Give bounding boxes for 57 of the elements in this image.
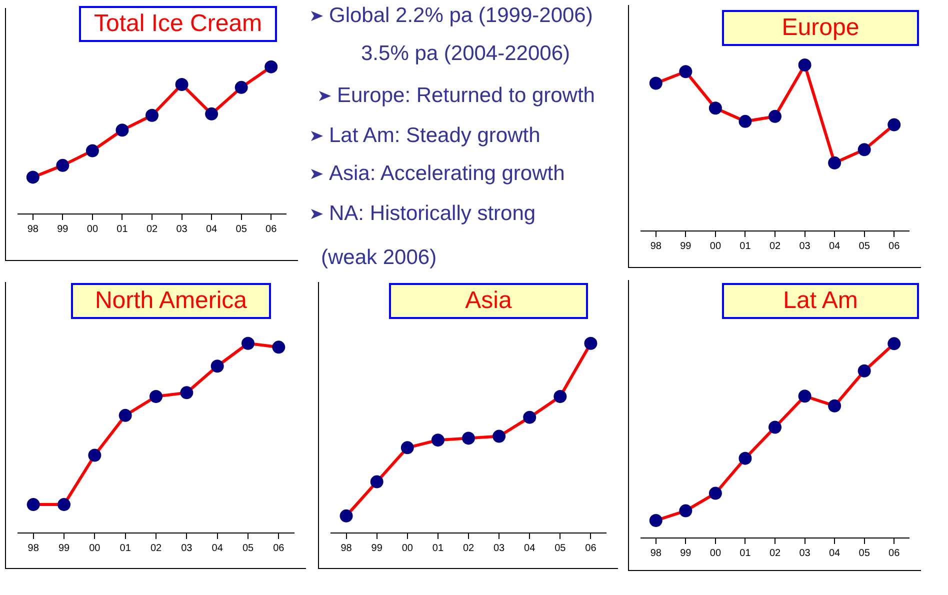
x-tick-label: 01 — [116, 224, 128, 235]
x-tick-label: 03 — [799, 548, 811, 559]
x-tick-label: 05 — [858, 240, 870, 252]
x-tick-label: 02 — [150, 542, 162, 554]
x-tick-label: 04 — [828, 240, 841, 252]
x-tick-label: 98 — [650, 548, 662, 559]
x-tick-label: 05 — [554, 542, 566, 554]
x-tick-label: 06 — [266, 224, 278, 235]
x-tick-label: 04 — [828, 548, 841, 559]
chart-title: Lat Am — [722, 283, 919, 319]
x-tick-label: 04 — [524, 542, 536, 554]
x-tick-label: 03 — [176, 224, 188, 235]
x-tick-label: 98 — [27, 224, 39, 235]
x-tick-label: 01 — [740, 548, 752, 559]
chart-title: Total Ice Cream — [79, 6, 277, 42]
x-tick-label: 06 — [585, 542, 597, 554]
text: Europe: Returned to growth — [337, 84, 595, 107]
x-tick-label: 03 — [799, 240, 811, 252]
text: (weak 2006) — [321, 246, 437, 269]
chart-title: Asia — [389, 283, 588, 319]
x-tick-label: 99 — [57, 224, 69, 235]
x-tick-label: 01 — [740, 240, 752, 252]
x-tick-label: 98 — [28, 542, 40, 554]
x-tick-label: 02 — [769, 548, 781, 559]
x-tick-label: 06 — [888, 548, 900, 559]
text: NA: Historically strong — [329, 202, 536, 225]
x-tick-label: 00 — [86, 224, 98, 235]
x-tick-label: 00 — [710, 548, 722, 559]
x-tick-label: 01 — [432, 542, 444, 554]
chart-title: Europe — [722, 10, 919, 46]
text: 3.5% pa (2004-22006) — [361, 42, 570, 65]
x-tick-label: 00 — [89, 542, 101, 554]
x-tick-label: 03 — [493, 542, 506, 554]
x-tick-label: 02 — [769, 240, 781, 252]
x-tick-label: 99 — [680, 240, 692, 252]
x-tick-label: 02 — [146, 224, 158, 235]
x-tick-label: 99 — [680, 548, 692, 559]
x-tick-label: 06 — [273, 542, 285, 554]
x-tick-label: 99 — [371, 542, 383, 554]
x-tick-label: 05 — [242, 542, 254, 554]
x-tick-label: 05 — [236, 224, 248, 235]
x-tick-label: 00 — [710, 240, 722, 252]
x-tick-label: 04 — [206, 224, 218, 235]
chart-title: North America — [71, 283, 271, 319]
x-tick-label: 99 — [58, 542, 70, 554]
x-tick-label: 06 — [888, 240, 900, 252]
x-tick-label: 98 — [340, 542, 352, 554]
x-tick-label: 03 — [181, 542, 193, 554]
text: Global 2.2% pa (1999-2006) — [329, 4, 593, 27]
x-tick-label: 02 — [462, 542, 474, 554]
x-tick-label: 04 — [212, 542, 224, 554]
x-tick-label: 05 — [858, 548, 870, 559]
x-tick-label: 01 — [120, 542, 132, 554]
text: Lat Am: Steady growth — [329, 124, 540, 147]
x-tick-label: 00 — [402, 542, 414, 554]
text: Asia: Accelerating growth — [329, 162, 565, 185]
x-tick-label: 98 — [650, 240, 662, 252]
